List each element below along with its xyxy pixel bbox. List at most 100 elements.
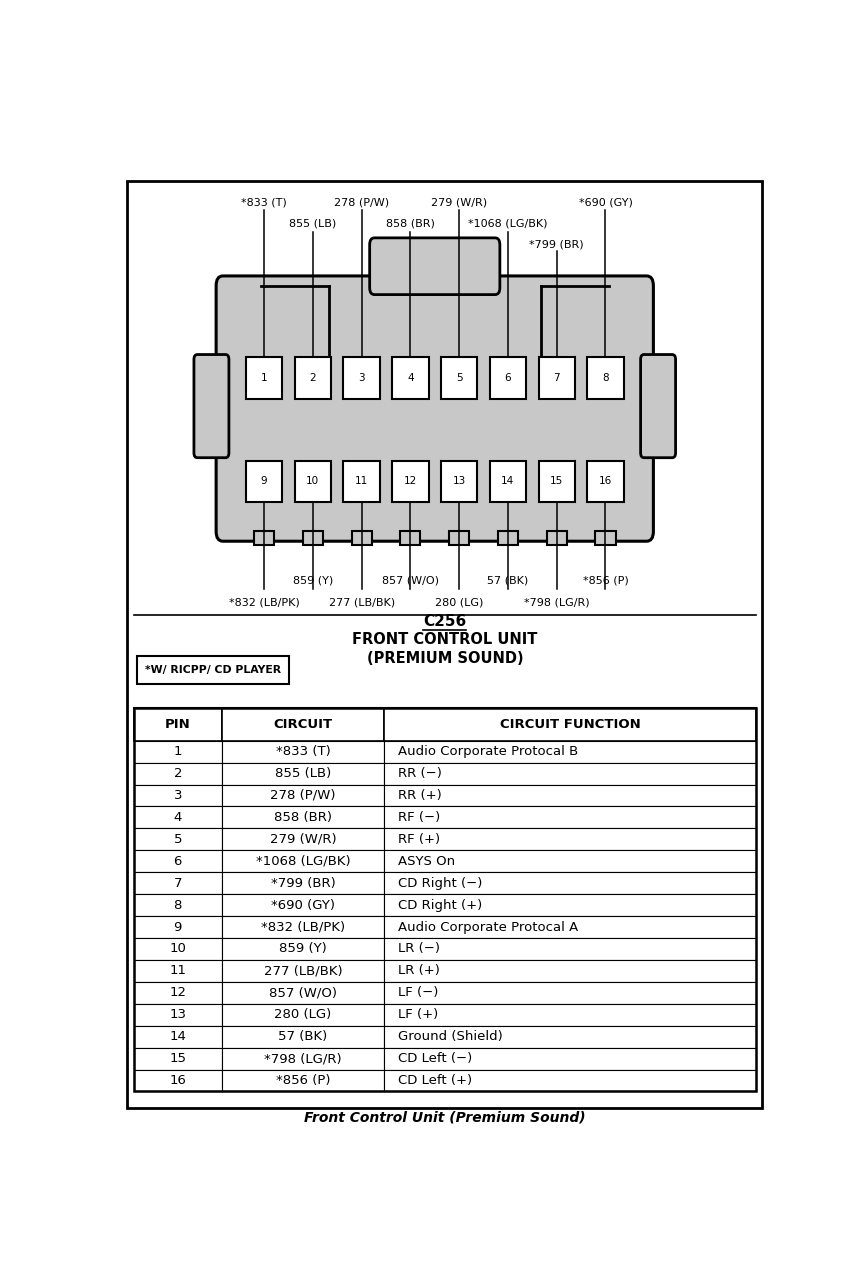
Text: 12: 12 — [169, 986, 187, 999]
Text: 857 (W/O): 857 (W/O) — [382, 575, 439, 586]
Bar — [385, 1069, 756, 1091]
Text: 855 (LB): 855 (LB) — [289, 218, 337, 228]
Bar — [134, 806, 221, 828]
Bar — [588, 461, 623, 501]
Bar — [221, 806, 385, 828]
Text: 15: 15 — [550, 476, 563, 486]
Bar — [547, 531, 567, 545]
Text: 9: 9 — [174, 920, 182, 934]
Text: PIN: PIN — [165, 718, 191, 731]
Bar — [303, 531, 323, 545]
Bar — [490, 461, 526, 501]
Bar — [385, 763, 756, 785]
Bar — [294, 357, 331, 398]
Text: 11: 11 — [169, 965, 187, 977]
Bar — [134, 1004, 221, 1026]
Bar — [490, 357, 526, 398]
Bar — [221, 873, 385, 894]
Text: LF (−): LF (−) — [398, 986, 438, 999]
Bar — [385, 850, 756, 873]
Text: C256: C256 — [424, 614, 466, 629]
FancyBboxPatch shape — [641, 355, 675, 458]
Text: 10: 10 — [306, 476, 319, 486]
Text: Front Control Unit (Premium Sound): Front Control Unit (Premium Sound) — [304, 1111, 586, 1125]
Bar — [134, 708, 221, 740]
Bar — [385, 1004, 756, 1026]
Text: 859 (Y): 859 (Y) — [293, 575, 333, 586]
Text: 4: 4 — [174, 810, 182, 824]
Text: 859 (Y): 859 (Y) — [279, 943, 326, 956]
Text: 7: 7 — [554, 373, 560, 383]
Bar — [385, 1026, 756, 1048]
Bar — [134, 1048, 221, 1069]
Text: 4: 4 — [407, 373, 414, 383]
Bar — [541, 286, 608, 355]
Text: 13: 13 — [452, 476, 466, 486]
Bar — [134, 763, 221, 785]
Bar — [134, 828, 221, 850]
Bar — [538, 461, 575, 501]
Bar — [246, 461, 282, 501]
Bar — [352, 531, 372, 545]
FancyBboxPatch shape — [370, 237, 500, 295]
Text: *833 (T): *833 (T) — [275, 745, 331, 758]
Bar — [400, 531, 420, 545]
Bar — [449, 531, 470, 545]
Text: Ground (Shield): Ground (Shield) — [398, 1030, 503, 1042]
FancyBboxPatch shape — [194, 355, 229, 458]
Text: 278 (P/W): 278 (P/W) — [270, 789, 336, 803]
Bar — [385, 873, 756, 894]
Bar — [385, 708, 756, 740]
Bar — [134, 850, 221, 873]
Bar — [134, 1026, 221, 1048]
Bar — [134, 981, 221, 1004]
Text: 279 (W/R): 279 (W/R) — [270, 833, 336, 846]
Text: *690 (GY): *690 (GY) — [578, 198, 633, 207]
FancyBboxPatch shape — [216, 276, 654, 541]
Bar — [385, 1048, 756, 1069]
Bar — [385, 828, 756, 850]
Bar — [254, 531, 274, 545]
Bar — [441, 461, 477, 501]
Bar — [221, 960, 385, 981]
Text: *832 (LB/PK): *832 (LB/PK) — [261, 920, 345, 934]
Bar — [221, 763, 385, 785]
Text: 14: 14 — [502, 476, 515, 486]
Text: *856 (P): *856 (P) — [582, 575, 628, 586]
Text: *798 (LG/R): *798 (LG/R) — [264, 1051, 342, 1065]
Text: 16: 16 — [599, 476, 612, 486]
Bar — [221, 1069, 385, 1091]
Text: 1: 1 — [174, 745, 182, 758]
Bar — [221, 740, 385, 763]
Text: RR (−): RR (−) — [398, 767, 442, 780]
Bar — [385, 806, 756, 828]
Text: 16: 16 — [169, 1074, 187, 1087]
Text: 13: 13 — [169, 1008, 187, 1021]
Text: 2: 2 — [310, 373, 316, 383]
Text: RF (−): RF (−) — [398, 810, 440, 824]
Bar — [221, 1026, 385, 1048]
Text: *1068 (LG/BK): *1068 (LG/BK) — [255, 855, 350, 868]
Text: 6: 6 — [504, 373, 511, 383]
Bar — [344, 357, 380, 398]
Bar — [385, 785, 756, 806]
Bar — [261, 286, 329, 355]
Text: (PREMIUM SOUND): (PREMIUM SOUND) — [366, 651, 523, 666]
Text: *799 (BR): *799 (BR) — [271, 877, 335, 889]
Text: 5: 5 — [174, 833, 182, 846]
Text: CD Left (−): CD Left (−) — [398, 1051, 472, 1065]
Bar — [221, 894, 385, 916]
Text: CD Right (+): CD Right (+) — [398, 898, 482, 911]
Text: 280 (LG): 280 (LG) — [274, 1008, 332, 1021]
Text: 57 (BK): 57 (BK) — [279, 1030, 327, 1042]
Text: 855 (LB): 855 (LB) — [275, 767, 331, 780]
Text: *798 (LG/R): *798 (LG/R) — [524, 597, 589, 607]
Text: 858 (BR): 858 (BR) — [274, 810, 332, 824]
Text: RF (+): RF (+) — [398, 833, 440, 846]
Text: Audio Corporate Protocal B: Audio Corporate Protocal B — [398, 745, 578, 758]
Bar — [221, 1048, 385, 1069]
Bar — [134, 960, 221, 981]
Bar — [221, 708, 385, 740]
Bar — [134, 1069, 221, 1091]
Bar — [134, 740, 221, 763]
